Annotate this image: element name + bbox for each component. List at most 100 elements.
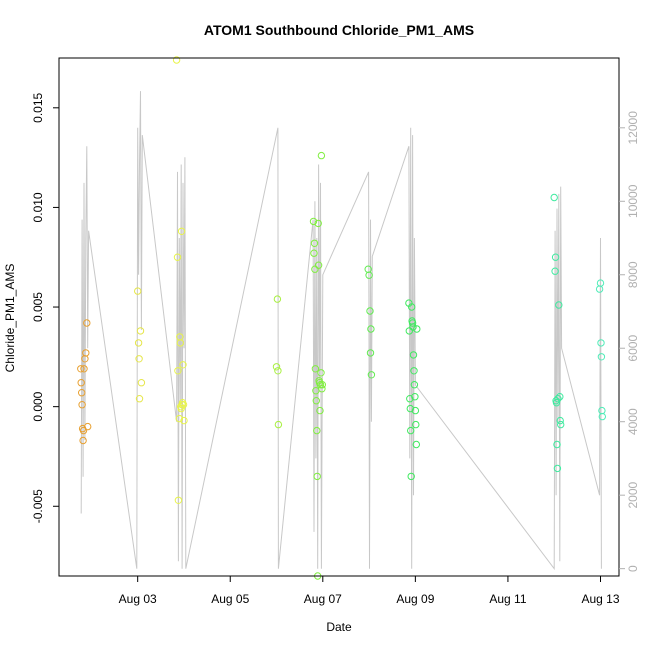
data-point — [557, 420, 565, 429]
data-point — [551, 253, 560, 261]
data-point — [273, 295, 282, 303]
data-point — [177, 227, 186, 236]
data-point — [365, 271, 373, 279]
series-4 — [272, 295, 283, 429]
data-point — [173, 253, 182, 261]
data-point — [77, 365, 85, 373]
y-tick-label: 0.015 — [31, 92, 45, 122]
data-point — [312, 397, 320, 405]
data-point — [135, 395, 144, 403]
data-point — [135, 355, 143, 363]
data-point — [550, 193, 558, 202]
data-point — [367, 325, 375, 333]
y-axis-label: Chloride_PM1_AMS — [3, 264, 17, 373]
data-point — [175, 414, 184, 423]
data-point — [80, 365, 88, 373]
series-9 — [595, 279, 606, 421]
data-point — [367, 371, 376, 379]
y-tick-label: -0.005 — [31, 489, 45, 523]
data-point — [316, 406, 324, 415]
y2-tick-label: 0 — [626, 565, 640, 572]
y2-tick-label: 12000 — [626, 111, 640, 145]
data-point — [172, 56, 181, 64]
data-point — [174, 496, 183, 504]
data-point — [597, 339, 605, 347]
data-point — [408, 303, 416, 311]
data-point — [598, 412, 606, 421]
y-axis: -0.005 0.000 0.005 0.010 0.015 — [31, 92, 59, 523]
data-point — [408, 319, 417, 327]
data-point — [407, 472, 415, 481]
series-5 — [309, 151, 326, 580]
data-point — [407, 426, 415, 435]
x-tick-label: Aug 05 — [211, 592, 249, 606]
data-point — [82, 349, 90, 357]
data-point — [317, 369, 325, 377]
data-point — [409, 323, 417, 331]
y-tick-label: 0.000 — [31, 391, 45, 421]
data-point — [78, 401, 86, 409]
altitude-line — [80, 91, 602, 571]
data-point — [366, 307, 374, 315]
altitude-layer — [80, 91, 602, 571]
data-point — [311, 265, 319, 273]
data-point — [366, 349, 375, 357]
x-axis: Aug 03 Aug 05 Aug 07 Aug 09 Aug 11 Aug 13 — [119, 576, 620, 606]
data-point — [179, 361, 187, 369]
data-point — [78, 389, 86, 397]
data-point — [552, 399, 561, 407]
data-point — [77, 379, 85, 387]
y2-tick-label: 8000 — [626, 261, 640, 288]
data-point — [137, 379, 146, 387]
data-point — [309, 217, 318, 226]
data-point — [406, 404, 414, 413]
x-tick-label: Aug 13 — [581, 592, 619, 606]
x-tick-label: Aug 11 — [489, 592, 526, 606]
data-point — [83, 319, 91, 327]
data-point — [555, 301, 563, 309]
points-layer — [77, 56, 606, 580]
data-point — [318, 381, 326, 389]
data-point — [274, 367, 282, 375]
data-point — [553, 440, 561, 449]
data-point — [176, 339, 185, 347]
data-point — [596, 279, 605, 287]
data-point — [412, 420, 420, 429]
data-point — [136, 327, 145, 335]
series-1 — [77, 319, 92, 445]
y-tick-label: 0.010 — [31, 192, 45, 222]
data-point — [597, 353, 606, 361]
data-point — [406, 395, 414, 403]
data-point — [313, 472, 321, 481]
data-point — [310, 249, 318, 257]
data-point — [405, 327, 413, 335]
series-7 — [405, 299, 421, 481]
y2-tick-label: 6000 — [626, 335, 640, 362]
data-point — [314, 261, 323, 269]
data-point — [179, 401, 188, 409]
x-tick-label: Aug 03 — [119, 592, 157, 606]
x-axis-label: Date — [326, 620, 352, 634]
data-point — [553, 464, 562, 473]
data-point — [134, 287, 142, 295]
data-point — [551, 267, 559, 275]
data-point — [180, 416, 188, 425]
data-point — [409, 351, 418, 359]
data-point — [554, 395, 562, 403]
series-6 — [364, 265, 376, 379]
data-point — [314, 219, 322, 228]
data-point — [318, 385, 326, 393]
data-point — [272, 363, 281, 371]
y2-axis: 0 2000 4000 6000 8000 10000 12000 — [619, 111, 640, 572]
y2-tick-label: 10000 — [626, 184, 640, 218]
data-point — [174, 367, 182, 375]
data-point — [313, 426, 321, 435]
data-point — [311, 365, 320, 373]
y-tick-label: 0.005 — [31, 292, 45, 322]
y2-tick-label: 4000 — [626, 408, 640, 435]
x-tick-label: Aug 09 — [396, 592, 434, 606]
data-point — [412, 440, 420, 449]
data-point — [79, 426, 88, 435]
data-point — [411, 393, 419, 401]
